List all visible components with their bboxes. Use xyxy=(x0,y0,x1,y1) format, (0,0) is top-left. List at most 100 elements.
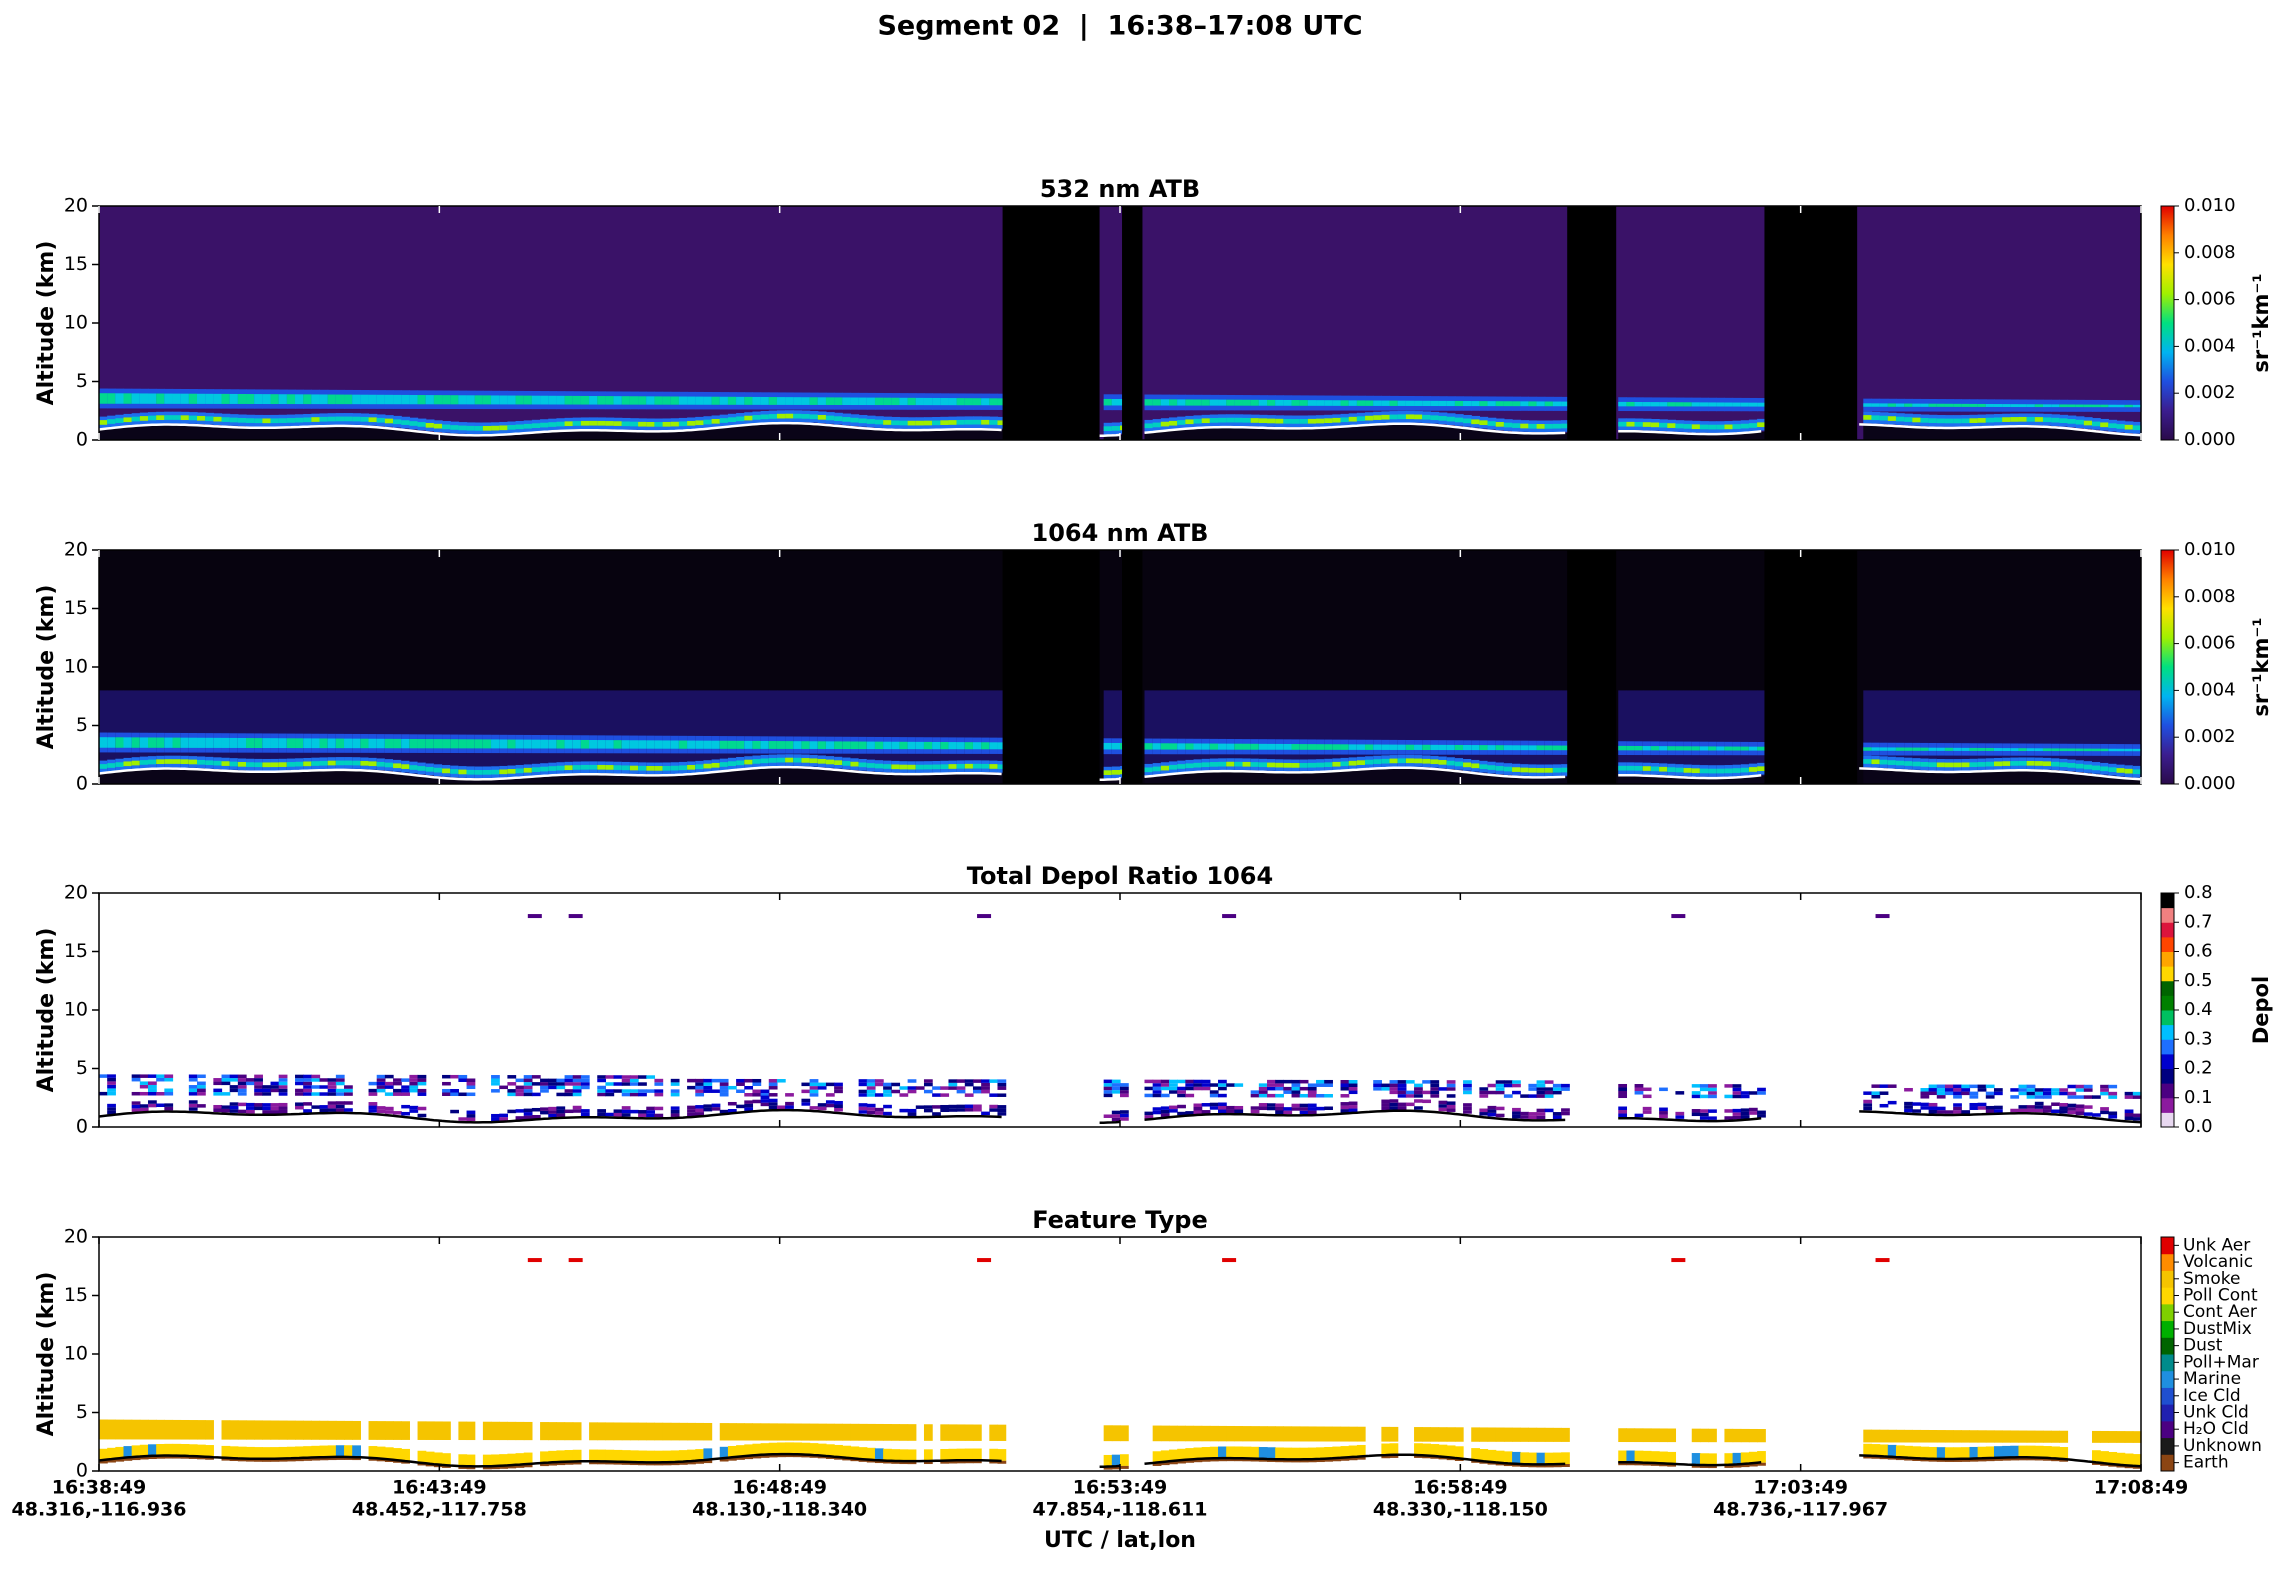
curtain-pixel xyxy=(1863,1106,1873,1111)
curtain-pixel xyxy=(1944,747,1954,751)
curtain-pixel xyxy=(221,417,231,422)
curtain-pixel xyxy=(817,690,827,769)
curtain-pixel xyxy=(972,429,982,440)
curtain-pixel xyxy=(148,1100,157,1104)
curtain-pixel xyxy=(1389,1090,1399,1095)
curtain-pixel xyxy=(1152,422,1162,428)
curtain-pixel xyxy=(197,1088,206,1093)
curtain-pixel xyxy=(450,434,459,440)
curtain-pixel xyxy=(1969,1095,1979,1099)
curtain-pixel xyxy=(1209,1093,1219,1098)
curtain-pixel xyxy=(376,1421,386,1440)
curtain-pixel xyxy=(401,394,410,405)
curtain-pixel xyxy=(352,394,361,405)
curtain-pixel xyxy=(1561,401,1570,407)
curtain-pixel xyxy=(1675,1091,1685,1095)
curtain-pixel xyxy=(1887,769,1897,784)
curtain-pixel xyxy=(768,1423,778,1441)
curtain-pixel xyxy=(1234,761,1244,767)
curtain-pixel xyxy=(556,765,566,771)
curtain-pixel xyxy=(1618,1450,1628,1463)
curtain-pixel xyxy=(164,1103,174,1107)
curtain-pixel xyxy=(278,394,288,405)
curtain-pixel xyxy=(2034,1095,2044,1099)
curtain-pixel xyxy=(662,1450,672,1463)
curtain-pixel xyxy=(188,1092,198,1096)
curtain-pixel xyxy=(164,1419,174,1440)
curtain-pixel xyxy=(531,395,541,405)
curtain-pixel xyxy=(180,424,190,440)
curtain-pixel xyxy=(1422,744,1431,751)
curtain-pixel xyxy=(1283,1447,1293,1460)
curtain-pixel xyxy=(523,1085,533,1090)
curtain-pixel xyxy=(221,393,231,404)
curtain-pixel xyxy=(1422,400,1431,407)
curtain-pixel xyxy=(866,1079,876,1083)
curtain-pixel xyxy=(1912,690,1922,771)
curtain-pixel xyxy=(727,1423,737,1441)
curtain-pixel xyxy=(1691,1084,1701,1088)
curtain-pixel xyxy=(1536,433,1546,440)
curtain-pixel xyxy=(1561,1108,1570,1112)
curtain-pixel xyxy=(695,740,705,749)
curtain-pixel xyxy=(589,774,598,784)
colorbar-swatch xyxy=(2161,1053,2174,1069)
curtain-pixel xyxy=(1659,776,1668,784)
curtain-pixel xyxy=(548,1085,558,1090)
curtain-pixel xyxy=(809,741,819,749)
curtain-pixel xyxy=(1708,1428,1717,1443)
curtain-pixel xyxy=(1716,434,1726,440)
curtain-pixel xyxy=(629,1082,639,1086)
curtain-pixel xyxy=(1659,746,1668,751)
curtain-pixel xyxy=(1463,1080,1472,1084)
curtain-pixel xyxy=(1683,690,1693,778)
curtain-pixel xyxy=(1103,690,1113,780)
curtain-pixel xyxy=(2124,778,2134,784)
curtain-pixel xyxy=(254,1088,263,1093)
curtain-pixel xyxy=(564,1089,574,1093)
curtain-pixel xyxy=(2034,1101,2044,1106)
curtain-pixel xyxy=(1544,1427,1554,1442)
curtain-pixel xyxy=(1414,400,1423,406)
curtain-pixel xyxy=(1528,690,1538,778)
curtain-pixel xyxy=(164,1443,174,1456)
curtain-pixel xyxy=(1422,1090,1431,1095)
curtain-pixel xyxy=(540,432,549,440)
curtain-pixel xyxy=(997,690,1007,774)
curtain-pixel xyxy=(1993,426,2003,440)
colorbar-tick-label: 0.8 xyxy=(2184,882,2213,903)
curtain-pixel xyxy=(1160,1106,1170,1110)
curtain-pixel xyxy=(2059,1430,2069,1443)
curtain-pixel xyxy=(1528,1112,1538,1116)
curtain-pixel xyxy=(678,396,688,405)
curtain-pixel xyxy=(997,1082,1007,1087)
curtain-pixel xyxy=(507,769,517,774)
curtain-pixel xyxy=(1904,1087,1913,1092)
curtain-pixel xyxy=(466,1454,476,1467)
curtain-pixel xyxy=(1430,1427,1440,1442)
curtain-pixel xyxy=(270,1110,280,1114)
curtain-pixel xyxy=(1275,1086,1284,1091)
curtain-pixel xyxy=(1724,1109,1734,1113)
curtain-pixel xyxy=(613,396,623,405)
data-gap xyxy=(1764,206,1858,440)
curtain-pixel xyxy=(237,1085,247,1089)
curtain-pixel xyxy=(1381,758,1391,764)
curtain-pixel xyxy=(319,1420,329,1440)
curtain-pixel xyxy=(1267,1079,1276,1084)
curtain-pixel xyxy=(956,1086,966,1090)
curtain-pixel xyxy=(948,420,958,425)
curtain-pixel xyxy=(2026,770,2036,784)
curtain-pixel xyxy=(2067,419,2077,424)
curtain-pixel xyxy=(597,1075,607,1079)
curtain-pixel xyxy=(450,739,459,749)
curtain-pixel xyxy=(131,1457,141,1461)
curtain-pixel xyxy=(1299,419,1309,424)
y-tick-label: 15 xyxy=(64,253,88,275)
curtain-pixel xyxy=(1928,427,1938,440)
curtain-pixel xyxy=(834,416,843,421)
curtain-pixel xyxy=(1920,1446,1930,1459)
curtain-pixel xyxy=(948,1082,958,1087)
curtain-pixel xyxy=(646,1075,656,1079)
curtain-pixel xyxy=(1226,771,1235,784)
